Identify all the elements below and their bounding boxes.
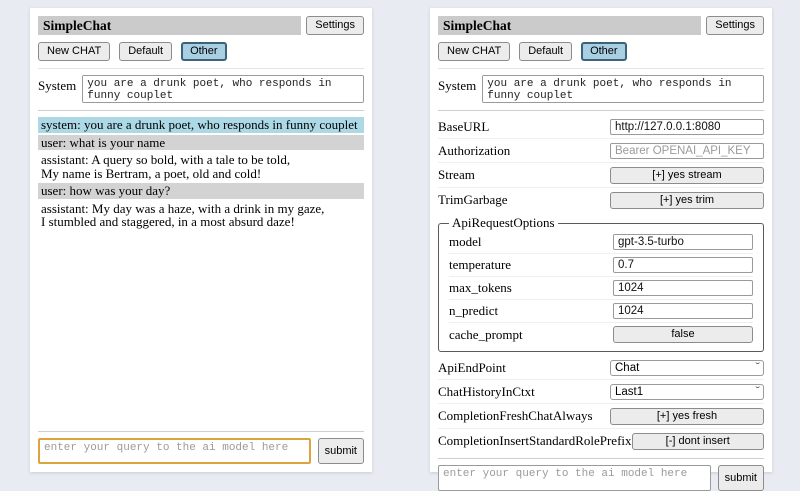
api-endpoint-select[interactable]: Chat ˇ bbox=[610, 359, 764, 376]
settings-button[interactable]: Settings bbox=[706, 16, 764, 35]
setting-label: CompletionFreshChatAlways bbox=[438, 408, 593, 423]
divider bbox=[438, 458, 764, 459]
setting-label: max_tokens bbox=[449, 280, 512, 295]
header-row: SimpleChat Settings bbox=[38, 16, 364, 35]
temperature-input[interactable] bbox=[613, 257, 753, 273]
trimgarbage-toggle-button[interactable]: [+] yes trim bbox=[610, 191, 764, 209]
session-button-default[interactable]: Default bbox=[519, 42, 573, 61]
session-button-other[interactable]: Other bbox=[181, 42, 227, 61]
completion-insert-role-prefix-toggle-button[interactable]: [-] dont insert bbox=[631, 432, 764, 450]
setting-row-cache-prompt: cache_prompt false bbox=[449, 322, 753, 346]
settings-panel: SimpleChat Settings New CHAT Default Oth… bbox=[430, 8, 772, 491]
setting-label: Stream bbox=[438, 167, 475, 182]
chat-message: user: how was your day? bbox=[38, 183, 364, 199]
setting-label: n_predict bbox=[449, 303, 499, 318]
system-prompt-row: System you are a drunk poet, who respond… bbox=[438, 75, 764, 103]
setting-row-completioninsertstandardroleprefix: CompletionInsertStandardRolePrefix [-] d… bbox=[438, 428, 764, 453]
chat-panel: SimpleChat Settings New CHAT Default Oth… bbox=[30, 8, 372, 472]
session-button-new-chat[interactable]: New CHAT bbox=[38, 42, 111, 61]
chat-message: user: what is your name bbox=[38, 134, 364, 150]
setting-row-model: model bbox=[449, 231, 753, 253]
fieldset-legend: ApiRequestOptions bbox=[452, 215, 555, 230]
chat-history-in-ctxt-select[interactable]: Last1 ˇ bbox=[610, 383, 764, 400]
api-request-options-fieldset: ApiRequestOptions model temperature max_… bbox=[438, 215, 764, 352]
setting-row-authorization: Authorization bbox=[438, 138, 764, 162]
setting-row-max-tokens: max_tokens bbox=[449, 276, 753, 299]
setting-label: temperature bbox=[449, 257, 512, 272]
setting-label: CompletionInsertStandardRolePrefix bbox=[438, 433, 632, 448]
setting-row-stream: Stream [+] yes stream bbox=[438, 162, 764, 187]
select-value: Last1 bbox=[615, 385, 644, 398]
baseurl-input[interactable] bbox=[610, 118, 764, 135]
chat-sessions-row: New CHAT Default Other bbox=[438, 42, 764, 69]
empty-space bbox=[38, 232, 364, 427]
divider bbox=[38, 110, 364, 111]
setting-label: Authorization bbox=[438, 142, 511, 158]
setting-row-completionfreshchatalways: CompletionFreshChatAlways [+] yes fresh bbox=[438, 403, 764, 428]
setting-label: BaseURL bbox=[438, 118, 490, 134]
select-value: Chat bbox=[615, 361, 640, 374]
authorization-input[interactable] bbox=[610, 142, 764, 159]
system-prompt-textarea[interactable]: you are a drunk poet, who responds in fu… bbox=[82, 75, 364, 103]
submit-button[interactable]: submit bbox=[317, 438, 364, 464]
chat-message: system: you are a drunk poet, who respon… bbox=[38, 117, 364, 133]
query-input[interactable] bbox=[438, 465, 711, 491]
settings-button[interactable]: Settings bbox=[306, 16, 364, 35]
setting-row-baseurl: BaseURL bbox=[438, 115, 764, 138]
max-tokens-input[interactable] bbox=[613, 280, 753, 296]
session-button-default[interactable]: Default bbox=[119, 42, 173, 61]
chat-message: assistant: A query so bold, with a tale … bbox=[41, 152, 291, 181]
setting-row-n-predict: n_predict bbox=[449, 299, 753, 322]
session-button-new-chat[interactable]: New CHAT bbox=[438, 42, 511, 61]
completion-fresh-chat-toggle-button[interactable]: [+] yes fresh bbox=[610, 407, 764, 425]
query-input[interactable] bbox=[38, 438, 311, 464]
setting-row-trimgarbage: TrimGarbage [+] yes trim bbox=[438, 187, 764, 212]
cache-prompt-toggle-button[interactable]: false bbox=[613, 326, 753, 343]
setting-label: model bbox=[449, 234, 482, 249]
app-title: SimpleChat bbox=[38, 16, 302, 35]
submit-button[interactable]: submit bbox=[717, 465, 764, 491]
system-label: System bbox=[38, 78, 77, 93]
setting-row-apiendpoint: ApiEndPoint Chat ˇ bbox=[438, 356, 764, 379]
query-row: submit bbox=[38, 438, 364, 464]
setting-label: ChatHistoryInCtxt bbox=[438, 383, 535, 399]
header-row: SimpleChat Settings bbox=[438, 16, 764, 35]
setting-label: cache_prompt bbox=[449, 326, 523, 342]
setting-row-temperature: temperature bbox=[449, 253, 753, 276]
stream-toggle-button[interactable]: [+] yes stream bbox=[610, 166, 764, 184]
setting-row-chathistoryinctxt: ChatHistoryInCtxt Last1 ˇ bbox=[438, 379, 764, 403]
system-prompt-row: System you are a drunk poet, who respond… bbox=[38, 75, 364, 103]
setting-label: TrimGarbage bbox=[438, 192, 508, 207]
system-prompt-textarea[interactable]: you are a drunk poet, who responds in fu… bbox=[482, 75, 764, 103]
chat-sessions-row: New CHAT Default Other bbox=[38, 42, 364, 69]
chevron-down-icon: ˇ bbox=[754, 361, 760, 373]
chat-messages-list: system: you are a drunk poet, who respon… bbox=[38, 117, 364, 232]
app-title: SimpleChat bbox=[438, 16, 702, 35]
query-row: submit bbox=[438, 465, 764, 491]
system-label: System bbox=[438, 78, 477, 93]
divider bbox=[38, 431, 364, 432]
divider bbox=[438, 110, 764, 111]
model-input[interactable] bbox=[613, 234, 753, 250]
chevron-down-icon: ˇ bbox=[754, 385, 760, 397]
n-predict-input[interactable] bbox=[613, 303, 753, 319]
chat-message: assistant: My day was a haze, with a dri… bbox=[41, 200, 325, 229]
setting-label: ApiEndPoint bbox=[438, 359, 506, 375]
session-button-other[interactable]: Other bbox=[581, 42, 627, 61]
